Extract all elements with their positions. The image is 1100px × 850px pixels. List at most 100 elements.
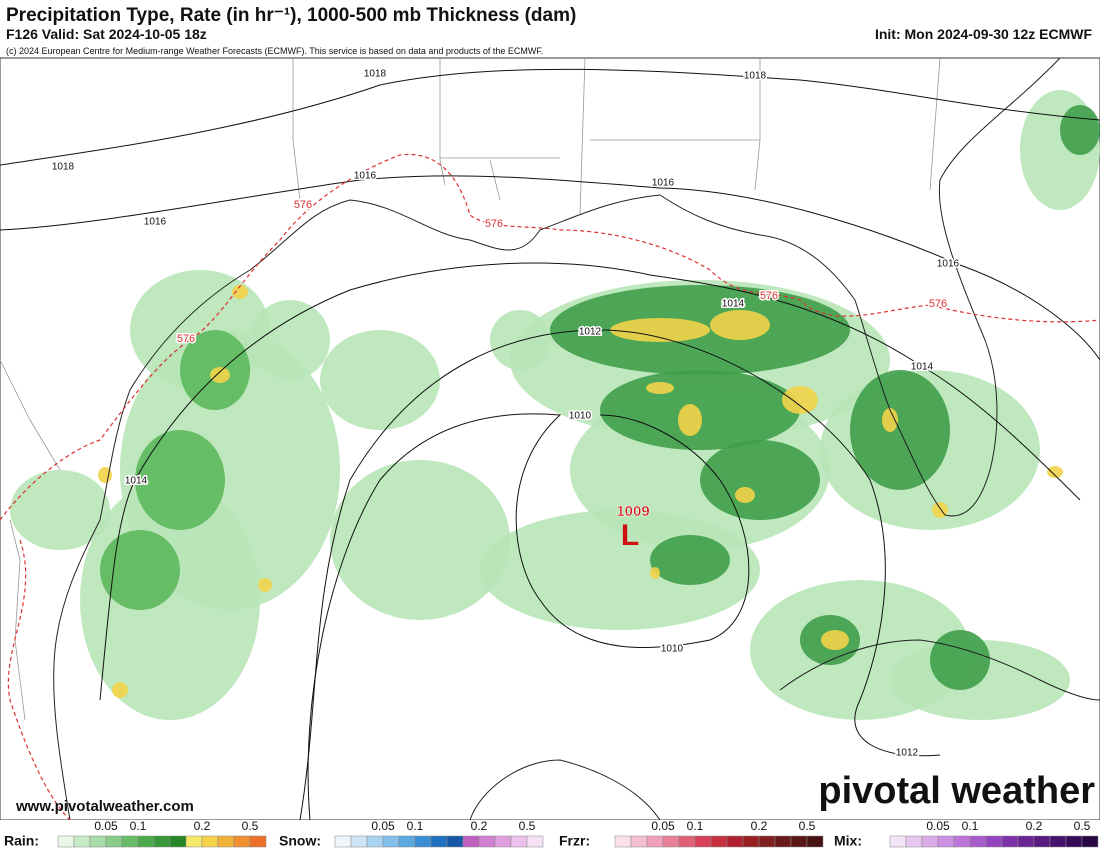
legend-label: Mix: bbox=[834, 833, 862, 849]
legend-swatch bbox=[73, 835, 91, 848]
legend-swatch bbox=[462, 835, 480, 848]
legend-swatch bbox=[398, 835, 416, 848]
legend-swatch bbox=[774, 835, 792, 848]
precip-blob bbox=[100, 530, 180, 610]
legend-tick: 0.1 bbox=[407, 819, 424, 833]
precip-blob bbox=[330, 460, 510, 620]
precip-blob bbox=[232, 285, 248, 299]
legend-label: Frzr: bbox=[559, 833, 590, 849]
isobar-label: 1014 bbox=[722, 299, 745, 310]
legend-swatch bbox=[478, 835, 496, 848]
legend-swatch bbox=[1081, 835, 1099, 848]
legend-swatch bbox=[921, 835, 939, 848]
legend-tick: 0.05 bbox=[926, 819, 950, 833]
legend-swatch bbox=[121, 835, 139, 848]
legend-swatch bbox=[646, 835, 664, 848]
legend-swatch bbox=[742, 835, 760, 848]
legend-swatch bbox=[137, 835, 155, 848]
isobar-label: 1018 bbox=[744, 71, 767, 82]
isobar-label: 1014 bbox=[125, 476, 148, 487]
precip-blob bbox=[735, 487, 755, 503]
coastline bbox=[53, 57, 1100, 821]
legend-swatch bbox=[366, 835, 384, 848]
legend-tick: 0.5 bbox=[799, 819, 816, 833]
thickness-label: 576 bbox=[177, 333, 195, 345]
thickness-label: 576 bbox=[929, 298, 947, 310]
legend-swatch bbox=[1065, 835, 1083, 848]
low-pressure: 1009 bbox=[616, 503, 649, 520]
legend-swatch bbox=[169, 835, 187, 848]
precip-blob bbox=[678, 404, 702, 436]
state-borders bbox=[292, 57, 941, 216]
legend-tick: 0.2 bbox=[1026, 819, 1043, 833]
isobar-label: 1016 bbox=[652, 178, 675, 189]
precip-blob bbox=[258, 578, 272, 592]
legend-swatch bbox=[953, 835, 971, 848]
precip-blob bbox=[646, 382, 674, 394]
precip-blob bbox=[782, 386, 818, 414]
thickness-label: 576 bbox=[760, 290, 778, 302]
legend-swatch bbox=[510, 835, 528, 848]
isobar-label: 1016 bbox=[354, 171, 377, 182]
legend-tick: 0.5 bbox=[242, 819, 259, 833]
precip-blob bbox=[821, 630, 849, 650]
precip-blob bbox=[250, 300, 330, 380]
legend-swatch bbox=[1049, 835, 1067, 848]
isobar-label: 1012 bbox=[896, 748, 919, 759]
logo: pivotal weather bbox=[818, 770, 1095, 812]
precip-blob bbox=[610, 318, 710, 342]
thickness-label: 576 bbox=[294, 199, 312, 211]
legend-swatch bbox=[905, 835, 923, 848]
precip-blob bbox=[98, 467, 112, 483]
legend-swatch bbox=[678, 835, 696, 848]
legend-swatch bbox=[1001, 835, 1019, 848]
precip-blob bbox=[930, 630, 990, 690]
legend-swatch bbox=[430, 835, 448, 848]
legend-tick: 0.1 bbox=[130, 819, 147, 833]
copyright: (c) 2024 European Centre for Medium-rang… bbox=[6, 46, 544, 56]
legend-swatch bbox=[153, 835, 171, 848]
legend-tick: 0.05 bbox=[651, 819, 675, 833]
precip-blob bbox=[210, 367, 230, 383]
init-time: Init: Mon 2024-09-30 12z ECMWF bbox=[874, 26, 1092, 42]
precip-blob bbox=[1060, 105, 1100, 155]
isobar-label: 1016 bbox=[937, 259, 960, 270]
precip-blob bbox=[710, 310, 770, 340]
legend-swatch bbox=[217, 835, 235, 848]
isobar-label: 1018 bbox=[364, 69, 387, 80]
precip-blob bbox=[490, 310, 550, 370]
legend-swatch bbox=[985, 835, 1003, 848]
legend-swatch bbox=[526, 835, 544, 848]
isobar-label: 1010 bbox=[569, 411, 592, 422]
legend-swatch bbox=[630, 835, 648, 848]
precip-blob bbox=[600, 370, 800, 450]
legend-swatch bbox=[662, 835, 680, 848]
legend-swatch bbox=[89, 835, 107, 848]
title: Precipitation Type, Rate (in hr⁻¹), 1000… bbox=[6, 5, 577, 26]
legend-swatch bbox=[249, 835, 267, 848]
legend-swatch bbox=[694, 835, 712, 848]
legend-swatch bbox=[334, 835, 352, 848]
legend-tick: 0.2 bbox=[194, 819, 211, 833]
precip-blob bbox=[135, 430, 225, 530]
borders bbox=[0, 57, 941, 721]
legend-swatch bbox=[494, 835, 512, 848]
precip-blob bbox=[1047, 466, 1063, 478]
legend-swatch bbox=[969, 835, 987, 848]
precip-blob bbox=[112, 682, 128, 698]
isobar-label: 1010 bbox=[661, 644, 684, 655]
isobars bbox=[0, 68, 1100, 821]
thickness-label: 576 bbox=[485, 218, 503, 230]
legend-swatch bbox=[758, 835, 776, 848]
legend-label: Rain: bbox=[4, 833, 39, 849]
legend-tick: 0.2 bbox=[751, 819, 768, 833]
isobar-label: 1018 bbox=[52, 162, 75, 173]
precip-blob bbox=[320, 330, 440, 430]
legend-swatch bbox=[185, 835, 203, 848]
legend-swatch bbox=[414, 835, 432, 848]
isobar-label: 1014 bbox=[911, 362, 934, 373]
precip-blob bbox=[10, 470, 110, 550]
gulf-coast bbox=[53, 57, 1061, 821]
country-borders bbox=[0, 359, 61, 721]
